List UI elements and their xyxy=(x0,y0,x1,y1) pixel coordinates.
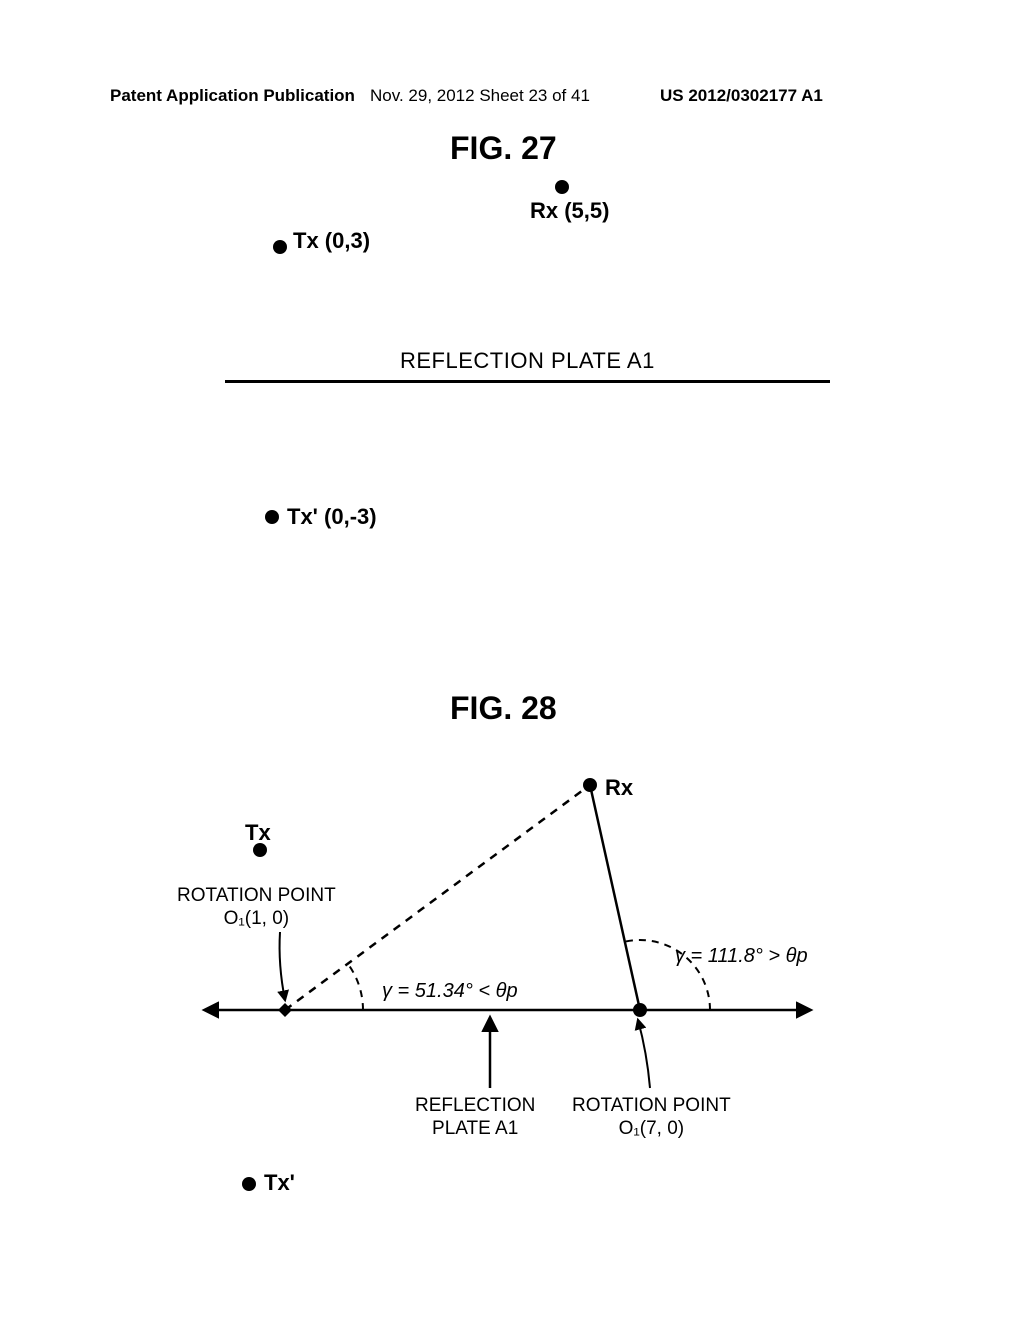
txp-label: Tx' (0,-3) xyxy=(287,504,377,530)
gamma1-label: γ = 51.34° < θp xyxy=(382,980,518,1003)
gamma2-label: γ = 111.8° > θp xyxy=(675,945,808,968)
fig27-title: FIG. 27 xyxy=(450,130,557,167)
reflection-plate-label-28: REFLECTION PLATE A1 xyxy=(415,1095,535,1141)
reflection-plate-label: REFLECTION PLATE A1 xyxy=(400,348,655,374)
header-mid: Nov. 29, 2012 Sheet 23 of 41 xyxy=(370,86,590,106)
txp-label-28: Tx' xyxy=(242,1170,295,1196)
tx-label: Tx (0,3) xyxy=(293,228,370,254)
rx-point xyxy=(555,180,569,194)
header-left: Patent Application Publication xyxy=(110,86,355,106)
rotation-point-2-label: ROTATION POINT O₁(7, 0) xyxy=(572,1095,731,1141)
txp-dot-icon xyxy=(242,1177,256,1191)
rotation-point-1-label: ROTATION POINT O₁(1, 0) xyxy=(177,885,336,931)
page: Patent Application Publication Nov. 29, … xyxy=(0,0,1024,1320)
rx-label: Rx (5,5) xyxy=(530,198,609,224)
reflection-plate-line xyxy=(225,380,830,383)
txp-text: Tx' xyxy=(264,1170,295,1195)
txp-point xyxy=(265,510,279,524)
figure-28: FIG. 28 Tx Rx ROTATION POINT O₁(1, 0) γ … xyxy=(110,690,930,1250)
rot1-line1: ROTATION POINT xyxy=(177,885,336,906)
refl-line2: PLATE A1 xyxy=(432,1118,518,1139)
rot2-line1: ROTATION POINT xyxy=(572,1095,731,1116)
rot2-line2: O₁(7, 0) xyxy=(619,1118,685,1139)
rx-label-28: Rx xyxy=(605,775,633,801)
refl-line1: REFLECTION xyxy=(415,1095,535,1116)
tx-label-28: Tx xyxy=(245,820,271,846)
rot1-line2: O₁(1, 0) xyxy=(224,908,290,929)
figure-27: FIG. 27 Rx (5,5) Tx (0,3) REFLECTION PLA… xyxy=(110,130,930,590)
tx-point xyxy=(273,240,287,254)
header-right: US 2012/0302177 A1 xyxy=(660,86,823,106)
fig28-diagram xyxy=(110,690,930,1250)
